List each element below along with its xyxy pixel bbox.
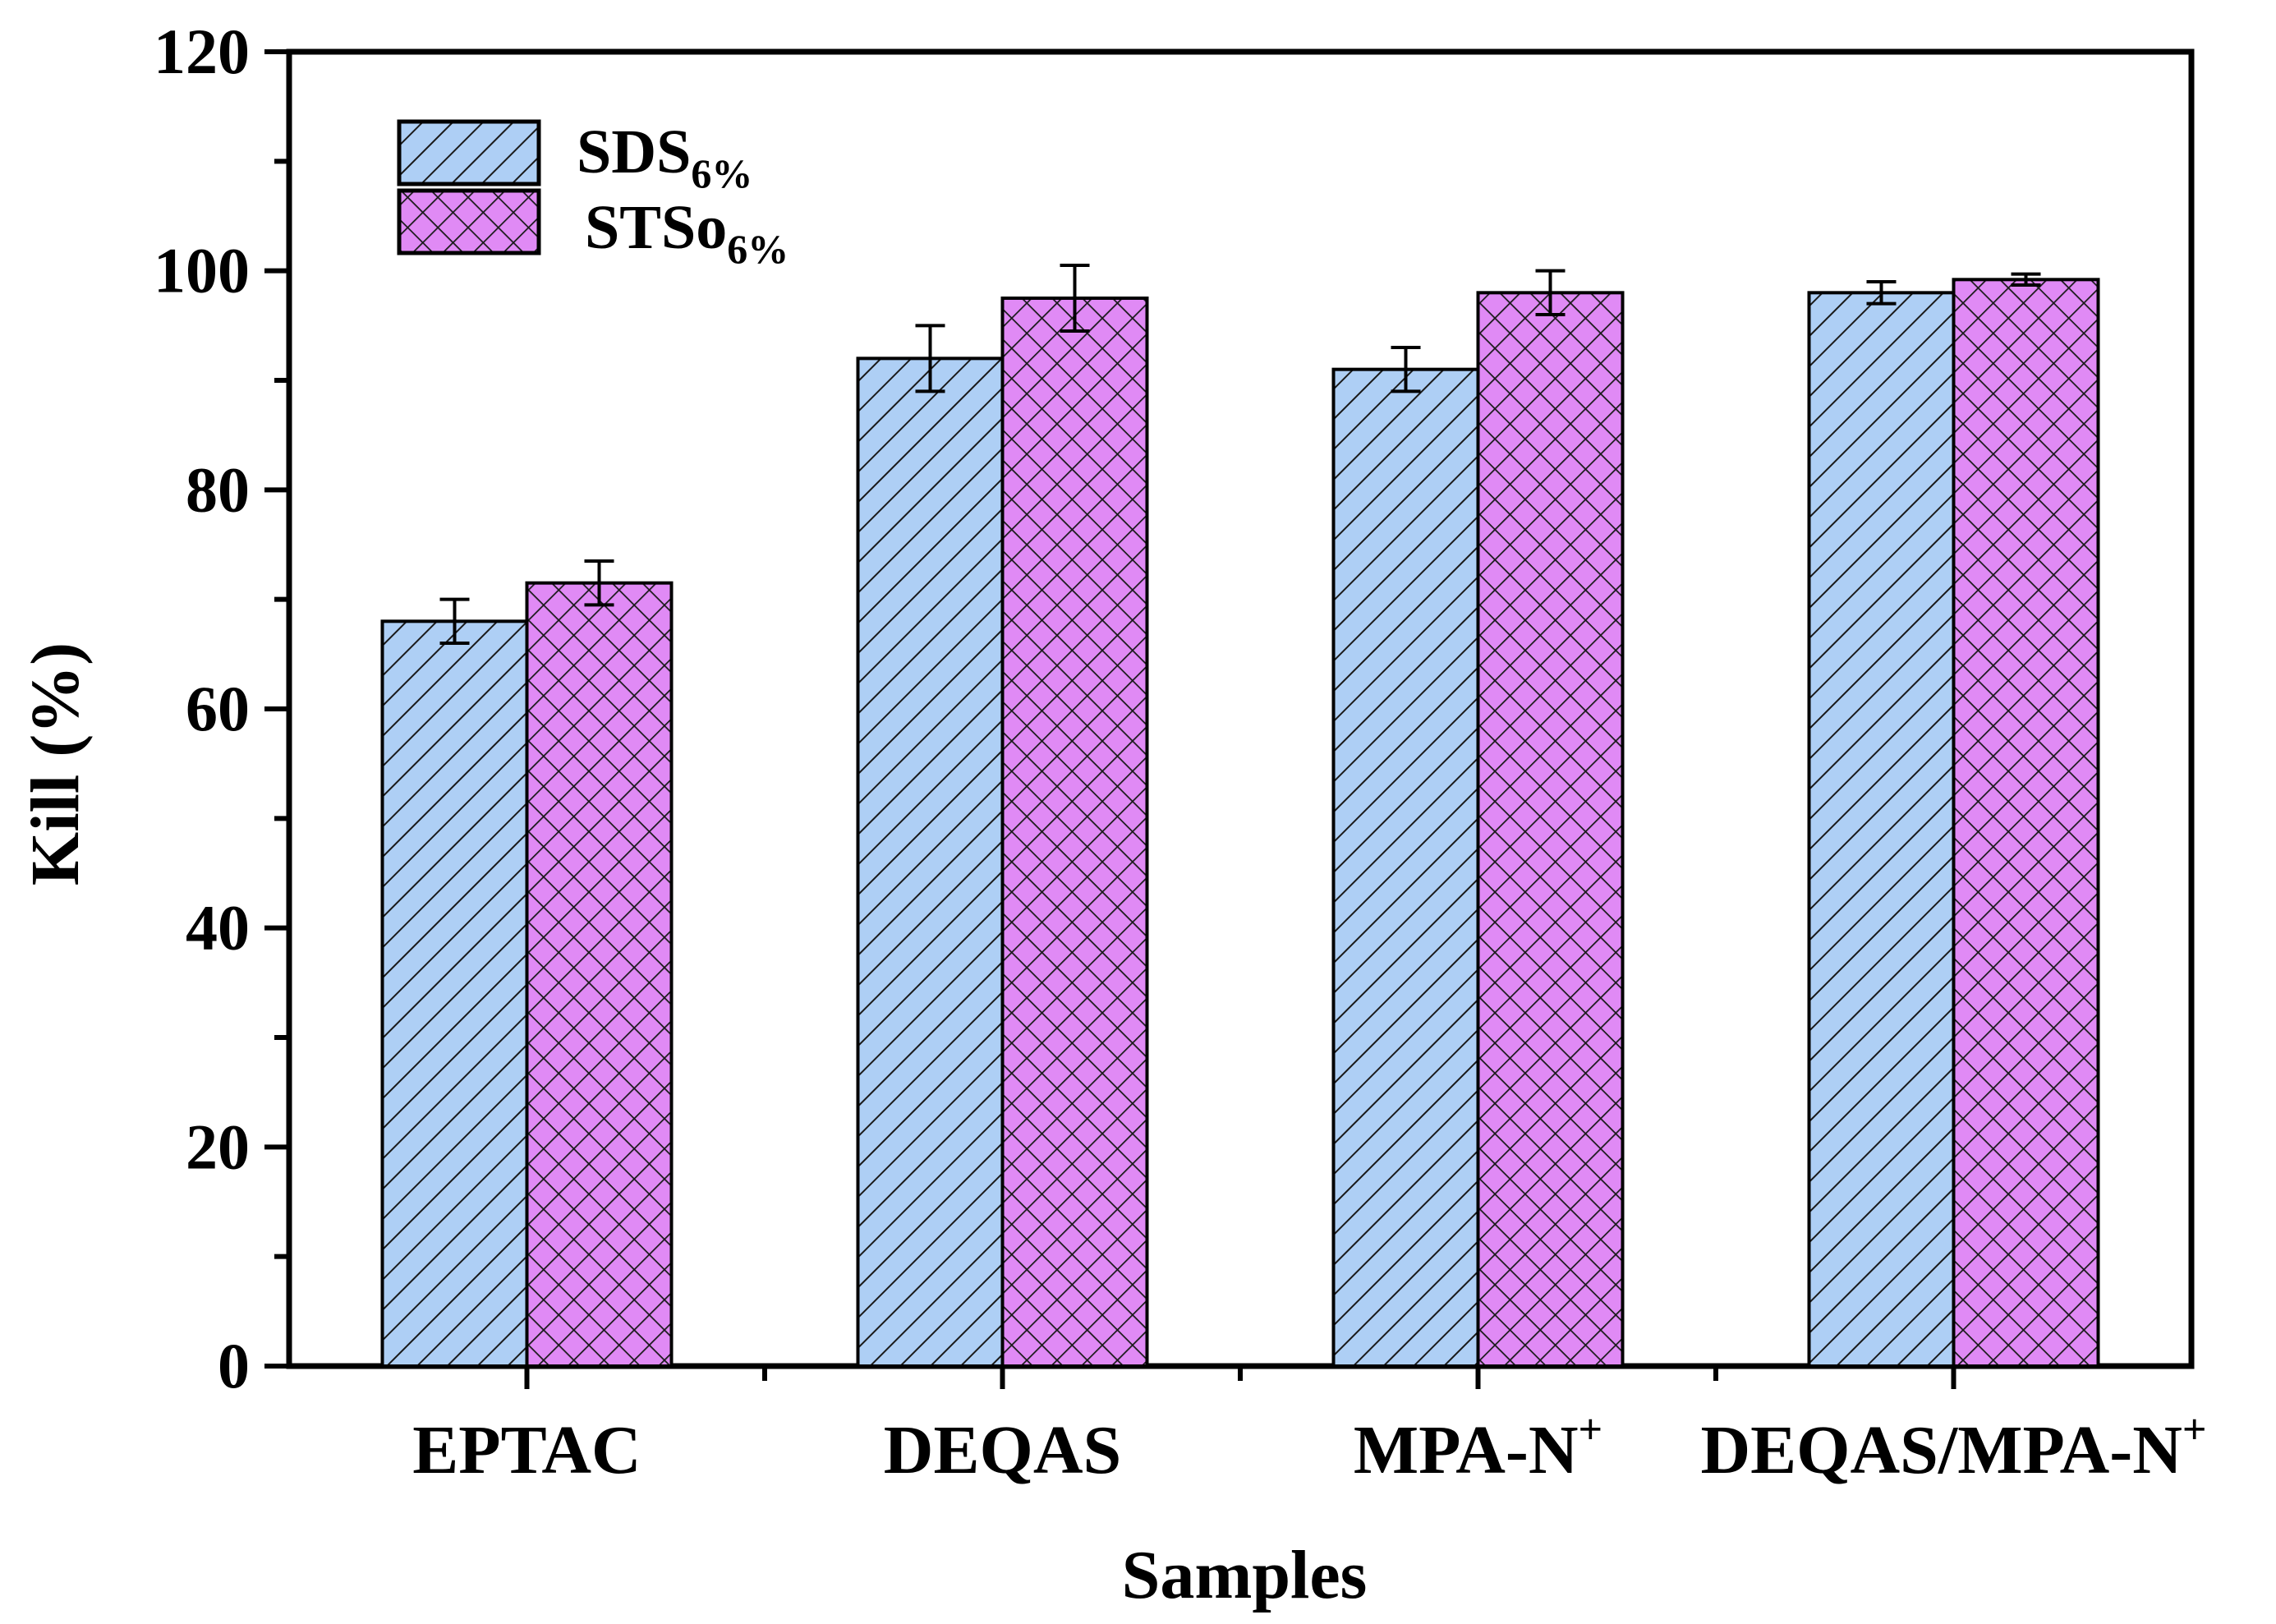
bar-stso [1952,278,2100,1368]
bar-sds [1331,367,1480,1369]
y-axis-title: Kill (%) [17,642,94,886]
bar-sds [1807,291,1956,1368]
legend-swatch-sds [397,119,541,186]
bar-stso [525,581,674,1368]
legend-swatch-stso [397,188,541,255]
y-tick-label: 20 [186,1111,250,1182]
x-tick-label: DEQAS [884,1412,1121,1488]
x-axis-title: Samples [1122,1537,1368,1613]
x-tick-label: MPA-N+ [1354,1406,1602,1488]
y-tick-label: 120 [154,16,250,87]
y-tick-label: 60 [186,673,250,744]
bar-stso [1476,291,1625,1368]
legend-label-stso: STSo6% [585,193,789,272]
y-tick-label: 0 [218,1330,250,1401]
bar-sds [380,619,529,1368]
legend-label-sds: SDS6% [577,117,752,196]
x-tick-label: DEQAS/MPA-N+ [1700,1406,2206,1488]
bar-stso [1000,297,1149,1368]
x-tick-label: EPTAC [412,1412,641,1488]
y-tick-label: 100 [154,235,250,306]
y-tick-label: 40 [186,892,250,964]
legend: SDS6% STSo6% [397,117,789,272]
y-tick-label: 80 [186,453,250,525]
bar-sds [856,357,1005,1368]
